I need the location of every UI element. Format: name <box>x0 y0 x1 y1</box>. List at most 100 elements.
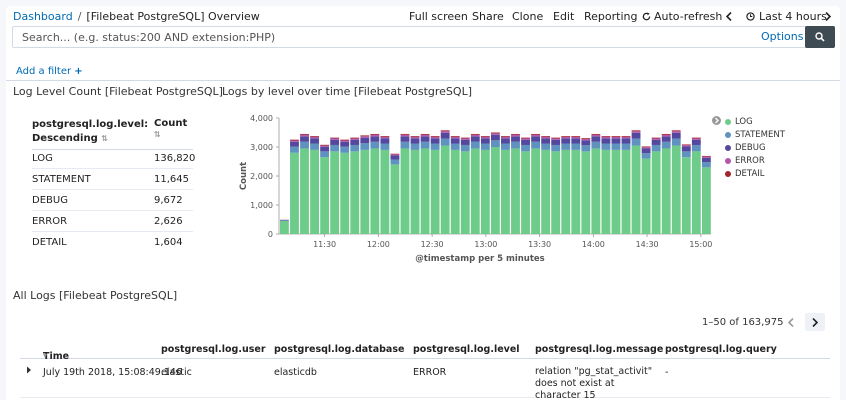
level-cell: DEBUG <box>32 195 68 206</box>
bar-segment-statement <box>340 146 350 153</box>
count-column-header[interactable]: Count ⇅ <box>154 118 187 140</box>
filter-bar: Add a filter + <box>6 54 840 81</box>
level-column-header[interactable]: postgresql.log.level <box>413 344 520 355</box>
legend-item-error[interactable]: ERROR <box>725 154 785 167</box>
bar-segment-log <box>561 149 571 234</box>
bar-segment-debug <box>571 138 581 144</box>
level-cell: ERROR <box>413 367 447 378</box>
search-input[interactable] <box>13 27 753 47</box>
bar-segment-detail <box>521 137 530 139</box>
bar-segment-debug <box>420 136 430 142</box>
bar-segment-debug <box>701 157 711 163</box>
bar-segment-detail <box>290 139 299 141</box>
bar-segment-debug <box>531 136 541 142</box>
bar-segment-detail <box>410 136 420 137</box>
count-cell: 9,672 <box>154 195 183 206</box>
user-column-header[interactable]: postgresql.log.user <box>161 344 266 355</box>
bar-segment-debug <box>360 137 370 144</box>
next-page-button[interactable] <box>805 313 825 331</box>
time-back-button[interactable] <box>723 9 735 23</box>
legend-item-log[interactable]: LOG <box>725 115 785 128</box>
bar-segment-statement <box>450 143 460 150</box>
bar-segment-debug <box>691 139 701 145</box>
bar-segment-debug <box>460 139 470 145</box>
bar-segment-error <box>470 134 480 137</box>
bar-segment-log <box>671 145 681 234</box>
bar-segment-detail <box>320 144 330 146</box>
level-column-header[interactable]: postgresql.log.level: Descending ⇅ <box>32 118 148 146</box>
edit-button[interactable]: Edit <box>553 10 575 23</box>
add-filter-button[interactable]: Add a filter + <box>16 66 83 77</box>
auto-refresh-button[interactable]: Auto-refresh <box>642 10 722 23</box>
legend-label: LOG <box>735 116 753 127</box>
legend-label: STATEMENT <box>735 129 785 140</box>
log-level-panel-title: Log Level Count [Filebeat PostgreSQL] <box>13 85 223 98</box>
bar-segment-error <box>561 136 571 139</box>
bar-segment-log <box>501 149 510 234</box>
bar-segment-debug <box>671 132 681 139</box>
full-screen-button[interactable]: Full screen <box>409 10 468 23</box>
user-cell: elastic <box>161 367 192 378</box>
bar-segment-log <box>571 149 581 234</box>
reporting-button[interactable]: Reporting <box>584 10 638 23</box>
bar-segment-error <box>531 134 541 137</box>
bar-segment-log <box>541 149 551 234</box>
bar-segment-error <box>370 134 380 137</box>
options-button[interactable]: Options <box>761 30 804 43</box>
level-cell: ERROR <box>32 216 68 227</box>
bar-segment-detail <box>661 133 671 135</box>
bar-segment-debug <box>350 139 360 145</box>
message-cell: relation "pg_stat_activit" does not exis… <box>535 366 653 400</box>
bar-segment-statement <box>521 144 530 152</box>
bar-segment-log <box>360 149 370 234</box>
bar-segment-detail <box>440 130 450 132</box>
level-cell: STATEMENT <box>32 174 91 185</box>
expand-row-button[interactable] <box>26 366 32 377</box>
legend-item-debug[interactable]: DEBUG <box>725 141 785 154</box>
bar-segment-detail <box>601 136 611 137</box>
message-column-header[interactable]: postgresql.log.message <box>535 344 664 355</box>
bar-segment-error <box>440 131 450 133</box>
bar-segment-error <box>420 134 430 137</box>
bar-segment-statement <box>501 143 510 150</box>
bar-segment-statement <box>541 143 551 150</box>
prev-page-button[interactable] <box>781 313 801 331</box>
search-button[interactable] <box>805 26 835 48</box>
time-forward-button[interactable] <box>822 9 834 23</box>
bar-segment-detail <box>460 137 470 139</box>
legend-item-statement[interactable]: STATEMENT <box>725 128 785 141</box>
bar-segment-detail <box>390 153 400 155</box>
legend-item-detail[interactable]: DETAIL <box>725 167 785 180</box>
bar-segment-detail <box>310 136 319 137</box>
bar-segment-debug <box>651 139 661 145</box>
bar-segment-debug <box>390 155 400 160</box>
bar-segment-statement <box>641 153 651 159</box>
time-picker-button[interactable]: Last 4 hours <box>746 10 827 23</box>
query-column-header[interactable]: postgresql.log.query <box>665 344 777 355</box>
bar-segment-statement <box>581 145 591 152</box>
bar-segment-detail <box>681 144 691 146</box>
auto-refresh-label: Auto-refresh <box>654 10 723 23</box>
legend-toggle-button[interactable] <box>712 116 721 125</box>
count-cell: 136,820 <box>154 153 196 164</box>
y-tick-label: 1,000 <box>250 201 273 210</box>
bar-segment-debug <box>340 141 350 147</box>
bar-segment-detail <box>480 136 490 137</box>
bar-segment-debug <box>621 138 631 144</box>
share-button[interactable]: Share <box>472 10 504 23</box>
bar-segment-statement <box>661 141 671 149</box>
bar-segment-debug <box>661 136 671 142</box>
bar-segment-error <box>621 136 631 139</box>
bar-segment-error <box>701 156 711 158</box>
level-column-label: postgresql.log.level: Descending <box>32 119 149 144</box>
bar-segment-statement <box>611 143 621 150</box>
breadcrumb: Dashboard / [Filebeat PostgreSQL] Overview <box>13 10 260 23</box>
clone-button[interactable]: Clone <box>512 10 544 23</box>
bar-segment-statement <box>440 138 450 146</box>
database-column-header[interactable]: postgresql.log.database <box>274 344 405 355</box>
bar-segment-detail <box>430 136 440 137</box>
breadcrumb-dashboard-link[interactable]: Dashboard <box>13 10 73 23</box>
bar-segment-statement <box>671 138 681 146</box>
bar-segment-detail <box>571 136 581 137</box>
time-range-label: Last 4 hours <box>759 10 827 23</box>
